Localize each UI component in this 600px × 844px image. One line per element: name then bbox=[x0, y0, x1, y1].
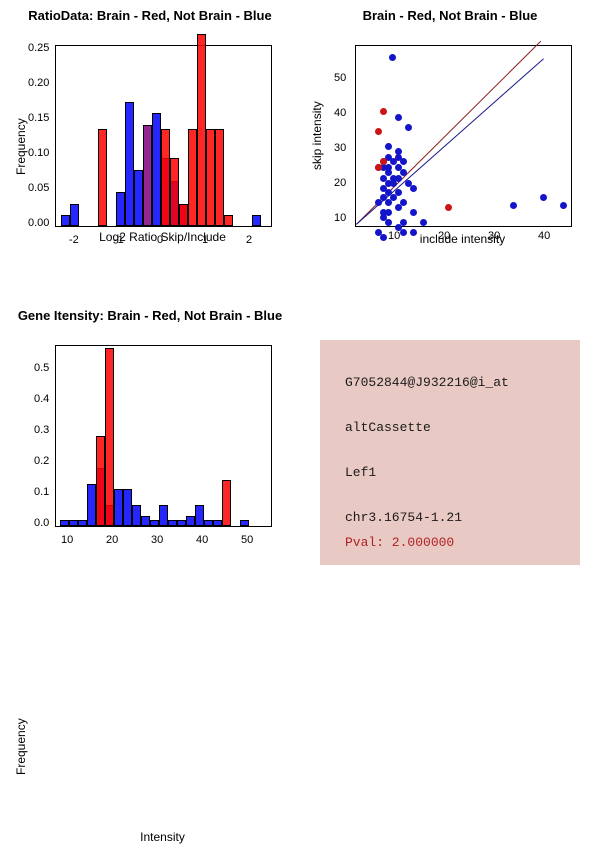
hist-bar-red[interactable] bbox=[224, 215, 233, 226]
r-plot-grid: RatioData: Brain - Red, Not Brain - Blue… bbox=[0, 0, 600, 600]
scatter-dot-blue[interactable] bbox=[390, 180, 397, 187]
scatter-dot-blue[interactable] bbox=[385, 199, 392, 206]
hist-bar-red[interactable] bbox=[96, 436, 105, 526]
hist-bar-blue[interactable] bbox=[125, 102, 134, 226]
hist-bar-red[interactable] bbox=[98, 129, 107, 226]
scatter-dot-blue[interactable] bbox=[405, 124, 412, 131]
scatter-dot-blue[interactable] bbox=[395, 114, 402, 121]
panel-title-ratiodata: RatioData: Brain - Red, Not Brain - Blue bbox=[0, 8, 300, 23]
hist-bar-blue[interactable] bbox=[150, 520, 159, 526]
scatter-dot-blue[interactable] bbox=[389, 54, 396, 61]
hist-bar-blue[interactable] bbox=[87, 484, 96, 526]
scatter-dot-red[interactable] bbox=[380, 108, 387, 115]
histogram-panel-ratiodata: RatioData: Brain - Red, Not Brain - Blue… bbox=[0, 0, 300, 300]
hist-bar-blue[interactable] bbox=[123, 489, 132, 526]
hist-bar-purple[interactable] bbox=[143, 125, 152, 226]
hist-bar-blue[interactable] bbox=[132, 505, 141, 526]
hist-bar-blue[interactable] bbox=[70, 204, 79, 226]
plot-area-ratiodata: 0.00 0.05 0.10 0.15 0.20 0.25 bbox=[55, 45, 272, 227]
hist-bar-blue[interactable] bbox=[152, 113, 161, 226]
hist-bar-blue[interactable] bbox=[116, 192, 125, 226]
scatter-dot-blue[interactable] bbox=[560, 202, 567, 209]
hist-bar-blue[interactable] bbox=[114, 489, 123, 526]
gene-cassette-type: altCassette bbox=[345, 420, 431, 435]
hist-bar-blue[interactable] bbox=[168, 520, 177, 526]
x-axis-label-ratiodata: Log2 Ratio Skip/Include bbox=[55, 230, 270, 244]
x-axis-label-geneintensity: Intensity bbox=[55, 830, 270, 844]
hist-bar-blue[interactable] bbox=[177, 520, 186, 526]
scatter-dot-red[interactable] bbox=[375, 164, 382, 171]
y-axis-label-ratiodata: Frequency bbox=[14, 118, 28, 175]
panel-title-geneintensity: Gene Itensity: Brain - Red, Not Brain - … bbox=[0, 308, 300, 323]
hist-bar-blue[interactable] bbox=[204, 520, 213, 526]
hist-bar-blue[interactable] bbox=[78, 520, 87, 526]
hist-bar-red[interactable] bbox=[206, 129, 215, 226]
gene-symbol: Lef1 bbox=[345, 465, 376, 480]
hist-bar-red[interactable] bbox=[105, 348, 114, 526]
plot-area-geneintensity: 0.0 0.1 0.2 0.3 0.4 0.5 bbox=[55, 345, 272, 527]
scatter-dot-blue[interactable] bbox=[385, 143, 392, 150]
scatter-dot-blue[interactable] bbox=[420, 219, 427, 226]
info-panel: G7052844@J932216@i_at altCassette Lef1 c… bbox=[300, 300, 600, 600]
scatter-dot-blue[interactable] bbox=[400, 158, 407, 165]
gene-pval: Pval: 2.000000 bbox=[345, 535, 454, 550]
scatter-dot-red[interactable] bbox=[445, 204, 452, 211]
hist-bar-blue[interactable] bbox=[213, 520, 222, 526]
hist-bar-blue[interactable] bbox=[61, 215, 70, 226]
hist-bar-blue[interactable] bbox=[186, 516, 195, 526]
histogram-panel-geneintensity: Gene Itensity: Brain - Red, Not Brain - … bbox=[0, 300, 300, 600]
y-axis-label-geneintensity: Frequency bbox=[14, 718, 28, 775]
hist-bar-red[interactable] bbox=[188, 129, 197, 226]
scatter-dot-red[interactable] bbox=[380, 158, 387, 165]
hist-bar-red[interactable] bbox=[170, 158, 179, 226]
hist-bar-blue[interactable] bbox=[134, 170, 143, 226]
x-axis-label-scatter: include intensity bbox=[355, 232, 570, 246]
hist-bar-blue[interactable] bbox=[159, 505, 168, 526]
scatter-dot-blue[interactable] bbox=[540, 194, 547, 201]
panel-title-scatter: Brain - Red, Not Brain - Blue bbox=[300, 8, 600, 23]
scatter-dot-blue[interactable] bbox=[410, 209, 417, 216]
hist-bar-red[interactable] bbox=[222, 480, 231, 526]
scatter-dot-red[interactable] bbox=[375, 128, 382, 135]
gene-info-box: G7052844@J932216@i_at altCassette Lef1 c… bbox=[320, 340, 580, 565]
hist-bar-blue[interactable] bbox=[60, 520, 69, 526]
scatter-panel: Brain - Red, Not Brain - Blue 10 20 30 4… bbox=[300, 0, 600, 300]
hist-bar-red[interactable] bbox=[197, 34, 206, 226]
hist-bar-red[interactable] bbox=[215, 129, 224, 226]
hist-bar-blue[interactable] bbox=[195, 505, 204, 526]
hist-bar-blue[interactable] bbox=[69, 520, 78, 526]
gene-probe-id: G7052844@J932216@i_at bbox=[345, 375, 509, 390]
gene-location: chr3.16754-1.21 bbox=[345, 510, 462, 525]
scatter-dot-blue[interactable] bbox=[410, 185, 417, 192]
hist-bar-red[interactable] bbox=[179, 204, 188, 226]
plot-area-scatter: 10 20 30 40 50 10 20 30 40 bbox=[355, 45, 572, 227]
hist-bar-red[interactable] bbox=[161, 129, 170, 226]
scatter-dot-blue[interactable] bbox=[395, 204, 402, 211]
scatter-dot-blue[interactable] bbox=[510, 202, 517, 209]
hist-bar-blue[interactable] bbox=[240, 520, 249, 526]
scatter-dot-blue[interactable] bbox=[400, 169, 407, 176]
hist-bar-blue[interactable] bbox=[141, 516, 150, 526]
hist-bar-blue[interactable] bbox=[252, 215, 261, 226]
scatter-dot-blue[interactable] bbox=[375, 199, 382, 206]
y-axis-label-scatter: skip intensity bbox=[310, 101, 324, 170]
scatter-dot-blue[interactable] bbox=[385, 219, 392, 226]
